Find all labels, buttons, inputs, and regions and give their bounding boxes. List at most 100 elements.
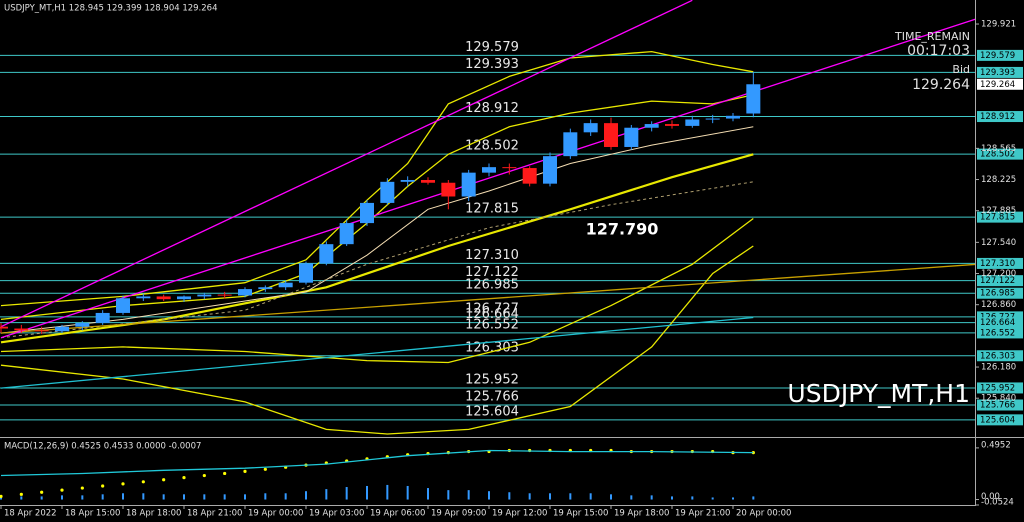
level-label: 127.122 <box>465 265 519 280</box>
signal-dot <box>40 490 44 494</box>
macd-bar <box>406 485 409 500</box>
level-tag-label: 128.502 <box>980 150 1015 160</box>
candle-body <box>177 296 191 300</box>
y-tick-label: 127.200 <box>981 269 1016 279</box>
signal-dot <box>751 451 755 455</box>
candle-body <box>95 312 110 324</box>
chart-title: USDJPY_MT,H1 128.945 129.399 128.904 129… <box>4 4 217 14</box>
x-tick-label: 19 Apr 12:00 <box>492 509 547 519</box>
candle-body <box>665 124 679 126</box>
macd-bar <box>223 494 226 500</box>
level-tag-label: 125.766 <box>980 400 1015 410</box>
watermark: USDJPY_MT,H1 <box>787 379 970 408</box>
level-tag <box>977 399 1023 411</box>
x-tick-label: 19 Apr 00:00 <box>248 509 303 519</box>
candle-body <box>360 202 374 224</box>
macd-bar <box>162 494 165 500</box>
level-label: 125.766 <box>465 389 519 404</box>
y-tick-label: 128.565 <box>981 144 1016 154</box>
macd-bar <box>447 490 450 500</box>
macd-bar <box>671 496 673 500</box>
indicator-line <box>0 263 975 334</box>
macd-bar <box>244 494 246 500</box>
candle-body <box>746 84 761 114</box>
indicator-line <box>0 126 754 334</box>
candle-body <box>522 168 537 184</box>
candle-body <box>217 294 232 296</box>
candle-body <box>75 323 90 327</box>
macd-bar <box>569 493 572 500</box>
macd-y-tick-label: -0.0524 <box>981 498 1014 508</box>
bid-label: Bid <box>952 63 970 76</box>
macd-bar <box>549 493 551 500</box>
macd-bar <box>732 497 734 500</box>
macd-bar <box>142 493 145 500</box>
x-tick-label: 18 Apr 2022 <box>4 509 57 519</box>
candle-body <box>726 115 740 119</box>
macd-bar <box>752 496 755 500</box>
macd-bar <box>264 493 267 500</box>
x-tick-label: 18 Apr 18:00 <box>126 509 181 519</box>
level-label: 128.502 <box>465 139 519 154</box>
candle-body <box>136 296 151 299</box>
x-tick-label: 19 Apr 06:00 <box>370 509 425 519</box>
candle-body <box>543 156 557 184</box>
level-label: 128.912 <box>465 101 519 116</box>
signal-dot <box>263 467 267 471</box>
macd-plot <box>0 448 755 500</box>
candle-body <box>400 179 415 182</box>
level-tag-label: 126.985 <box>980 289 1015 299</box>
level-tag <box>977 49 1023 61</box>
bid-value: 129.264 <box>912 77 970 93</box>
indicator-line <box>0 0 693 328</box>
level-tag-label: 129.393 <box>980 68 1015 78</box>
macd-bar <box>508 492 511 500</box>
signal-dot <box>223 471 227 476</box>
macd-bar <box>203 494 206 500</box>
level-tag <box>977 275 1023 287</box>
candle-body <box>502 167 517 169</box>
macd-bar <box>325 489 328 500</box>
candle-body <box>319 244 334 264</box>
signal-dot <box>60 488 64 492</box>
level-tag <box>977 327 1023 339</box>
macd-bar <box>284 493 287 500</box>
macd-bar <box>589 493 592 500</box>
signal-dot <box>162 478 166 482</box>
signal-dot <box>243 469 247 473</box>
level-tag <box>977 257 1023 269</box>
level-label: 126.303 <box>465 340 519 355</box>
candle-body <box>116 298 130 313</box>
macd-bar <box>20 496 23 500</box>
candle-body <box>299 263 313 283</box>
candle-body <box>258 287 273 290</box>
level-tag <box>977 414 1023 426</box>
signal-dot <box>80 486 84 490</box>
x-tick-label: 20 Apr 00:00 <box>736 509 791 519</box>
level-tag <box>977 66 1023 78</box>
candle-body <box>197 294 212 297</box>
level-tag-label: 129.579 <box>980 51 1015 61</box>
bid-tag <box>977 78 1023 90</box>
candle-body <box>339 223 354 245</box>
level-label: 125.604 <box>465 404 519 419</box>
time-remain: 00:17:03 <box>907 43 970 59</box>
level-label: 126.552 <box>465 317 519 332</box>
indicator-line <box>0 245 754 435</box>
macd-bar <box>528 493 531 500</box>
level-tag-label: 128.912 <box>980 112 1015 122</box>
level-tag <box>977 317 1023 329</box>
macd-bar <box>101 494 104 500</box>
x-tick-label: 19 Apr 09:00 <box>431 509 486 519</box>
y-tick-label: 126.180 <box>981 363 1016 373</box>
level-tag <box>977 382 1023 394</box>
macd-bar <box>305 491 307 500</box>
level-label: 129.393 <box>465 57 519 72</box>
x-tick-label: 19 Apr 18:00 <box>614 509 669 519</box>
x-tick-label: 18 Apr 21:00 <box>187 509 242 519</box>
macd-y-tick-label: 0.00 <box>981 492 1000 502</box>
axes: 129.579 129.393 128.912 128.502 127.815 127.3… <box>0 20 1023 519</box>
macd-bar <box>366 485 368 500</box>
candle-body <box>238 289 252 296</box>
